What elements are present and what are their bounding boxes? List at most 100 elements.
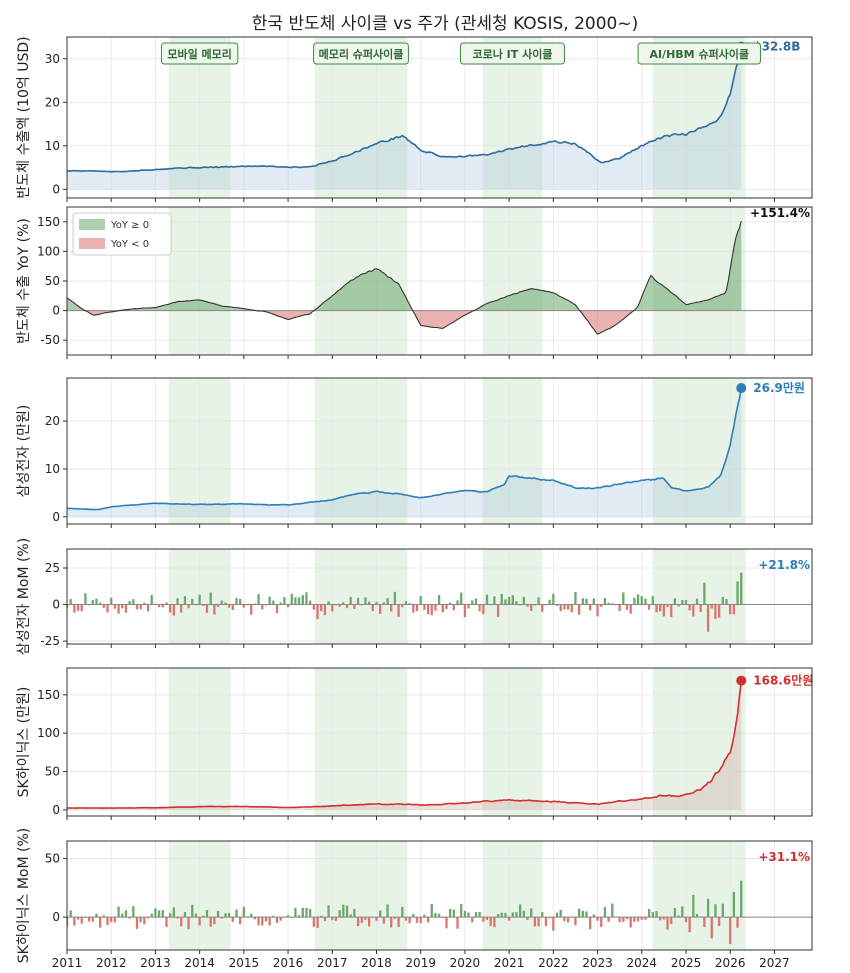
mom-bar	[699, 604, 702, 612]
mom-bar	[338, 910, 341, 918]
mom-bar	[577, 604, 581, 615]
end-value-label: 168.6만원	[753, 673, 813, 688]
mom-bar	[714, 604, 717, 620]
mom-bar	[456, 917, 459, 929]
x-tick-label: 2015	[229, 956, 260, 970]
y-axis-label: 삼성전자 MoM (%)	[16, 538, 32, 655]
x-axis: 2011 2012 2013 2014 2015 2016 2017 2018 2019 2020…	[52, 956, 790, 970]
era-label-box	[637, 42, 761, 65]
mom-bar	[537, 597, 540, 605]
mom-bar	[670, 604, 673, 618]
mom-bar	[729, 604, 732, 615]
mom-bar	[268, 917, 271, 926]
era-label-box	[459, 42, 565, 65]
mom-bar	[183, 911, 187, 918]
mom-bar	[283, 597, 286, 605]
mom-bar	[471, 600, 474, 605]
mom-bar	[692, 894, 695, 918]
mom-bar	[250, 604, 253, 615]
mom-bar	[740, 880, 743, 918]
mom-bar	[110, 917, 113, 923]
x-tick-label: 2022	[538, 956, 569, 970]
mom-bar	[725, 598, 728, 605]
mom-bar	[408, 603, 411, 605]
mom-bar	[187, 604, 190, 609]
mom-bar	[227, 912, 231, 918]
mom-bar	[655, 911, 658, 918]
mom-bar	[73, 604, 76, 613]
mom-bar	[286, 915, 290, 918]
mom-bar	[157, 604, 161, 608]
mom-bar	[95, 913, 98, 918]
mom-bar	[544, 917, 548, 927]
mom-bar	[305, 592, 308, 605]
mom-bar	[327, 905, 330, 918]
legend-swatch-neg	[79, 238, 105, 249]
y-tick-label: 50	[45, 852, 60, 866]
mom-bar	[603, 597, 607, 605]
mom-bar	[681, 600, 684, 605]
mom-bar	[574, 917, 577, 926]
mom-bar	[294, 597, 297, 605]
mom-bar	[430, 904, 433, 918]
era-label: 모바일 메모리	[167, 47, 232, 61]
mom-bar	[717, 917, 721, 927]
mom-bar	[67, 604, 69, 608]
chart-panels: $32.8B 0 10 20 30 반도체 수출액 (10억 USD) 모바일 메모리 메모리…	[16, 36, 813, 963]
mom-bar	[684, 917, 688, 923]
panel-1: $32.8B 0 10 20 30 반도체 수출액 (10억 USD) 모바일 메모리 메모리…	[16, 36, 813, 202]
y-tick-label: -25	[40, 634, 60, 648]
mom-bar	[242, 906, 245, 918]
y-tick-label: 20	[45, 95, 60, 109]
series-area	[67, 680, 742, 810]
mom-bar	[309, 600, 312, 605]
mom-bar	[99, 602, 102, 605]
mom-bar	[592, 914, 596, 918]
mom-bar	[371, 604, 374, 612]
y-tick-label: -50	[40, 333, 60, 347]
mom-bar	[677, 604, 680, 607]
mom-bar	[589, 604, 592, 611]
mom-bar	[706, 898, 710, 918]
mom-bar	[651, 912, 654, 918]
mom-bar	[220, 600, 223, 605]
y-axis-label: 반도체 수출액 (10억 USD)	[16, 36, 32, 198]
mom-bar	[132, 906, 135, 918]
yoy-line	[66, 220, 742, 335]
mom-bar	[401, 906, 404, 918]
x-tick-label: 2021	[494, 956, 525, 970]
mom-bar	[150, 594, 153, 605]
y-tick-label: 0	[52, 910, 60, 924]
x-tick-label: 2017	[317, 956, 348, 970]
legend: YoY ≥ 0 YoY < 0	[72, 212, 172, 256]
series-line	[67, 46, 743, 173]
end-value-label: $32.8B	[753, 40, 800, 54]
mom-bar	[202, 604, 205, 606]
mom-bar	[533, 917, 537, 927]
mom-bar	[250, 913, 253, 918]
mom-bar	[169, 913, 172, 918]
mom-bar	[320, 604, 323, 612]
x-tick-label: 2012	[96, 956, 127, 970]
mom-bar	[172, 604, 175, 616]
mom-bar	[80, 604, 83, 612]
mom-bar	[331, 604, 334, 612]
era-label: 메모리 슈퍼사이클	[319, 47, 404, 61]
mom-bar	[224, 602, 227, 605]
y-axis-label: 반도체 수출 YoY (%)	[16, 218, 32, 344]
mom-bar	[570, 604, 573, 613]
mom-bar	[577, 908, 581, 918]
mom-bar	[566, 917, 570, 923]
mom-bar	[662, 917, 666, 920]
end-value-label: +21.8%	[758, 558, 810, 572]
mom-bar	[297, 915, 301, 918]
mom-bar	[286, 604, 290, 608]
mom-bar	[349, 914, 352, 918]
mom-bar	[121, 913, 124, 918]
mom-bar	[548, 917, 551, 919]
mom-bar	[364, 597, 367, 605]
mom-bar	[493, 596, 496, 605]
mom-bar	[644, 598, 647, 605]
mom-bar	[165, 602, 168, 605]
mom-bar	[213, 917, 216, 925]
